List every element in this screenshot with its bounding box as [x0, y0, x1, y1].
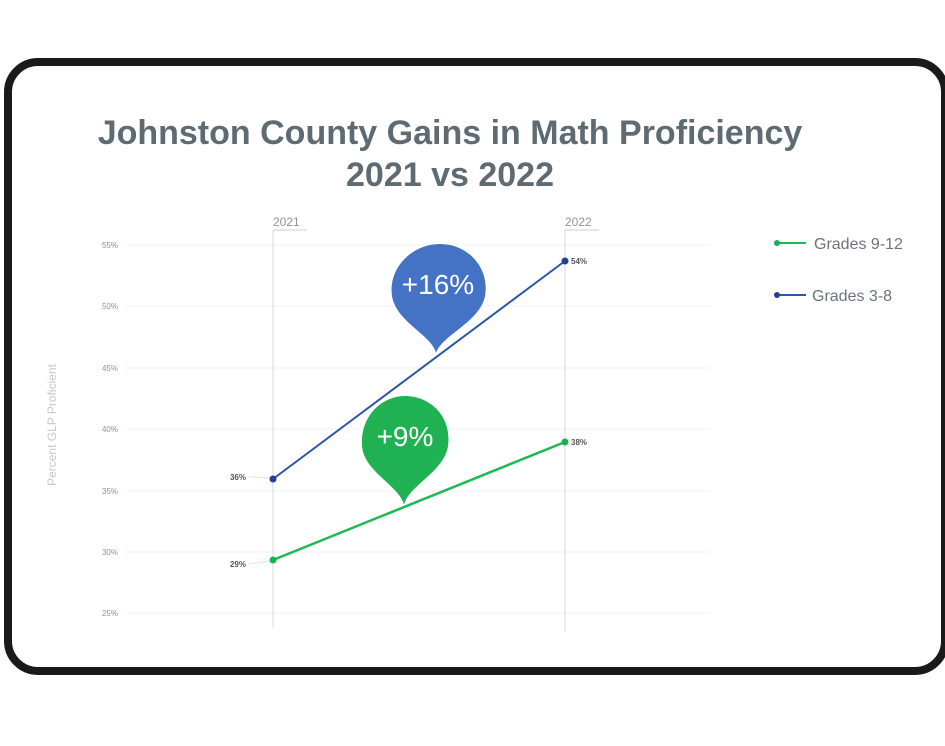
y-axis-ticks: 55% 50% 45% 40% 35% 30% 25%: [102, 241, 118, 618]
annotation-bubble-blue: +16%: [391, 244, 486, 353]
y-axis-label: Percent GLP Proficient: [45, 363, 59, 486]
data-point[interactable]: [561, 257, 569, 265]
y-tick: 50%: [102, 302, 118, 311]
legend-item-grades-9-12[interactable]: Grades 9-12: [774, 236, 903, 253]
x-tick-2021: 2021: [273, 215, 300, 229]
data-label: 54%: [571, 257, 587, 266]
legend-label: Grades 3-8: [812, 288, 892, 305]
data-label: 29%: [230, 560, 246, 569]
chart-frame: [4, 58, 945, 675]
y-tick: 45%: [102, 364, 118, 373]
bubble-label: +16%: [402, 269, 474, 300]
chart-title-line2: 2021 vs 2022: [346, 156, 554, 194]
data-point[interactable]: [269, 556, 277, 564]
series-grades-3-8: [269, 257, 569, 483]
y-tick: 25%: [102, 609, 118, 618]
data-point[interactable]: [269, 475, 277, 483]
legend-item-grades-3-8[interactable]: Grades 3-8: [774, 288, 892, 305]
chart-title: Johnston County Gains in Math Proficienc…: [0, 112, 900, 196]
bubble-label: +9%: [377, 421, 434, 452]
y-tick: 35%: [102, 487, 118, 496]
series-grades-9-12: [269, 438, 569, 564]
x-tick-2022: 2022: [565, 215, 592, 229]
annotation-bubble-green: +9%: [361, 396, 449, 505]
data-label: 38%: [571, 438, 587, 447]
y-tick: 55%: [102, 241, 118, 250]
data-point[interactable]: [561, 438, 569, 446]
data-label: 36%: [230, 473, 246, 482]
chart-title-line1: Johnston County Gains in Math Proficienc…: [97, 114, 803, 152]
legend: Grades 9-12 Grades 3-8: [774, 236, 903, 305]
y-tick: 40%: [102, 425, 118, 434]
y-tick: 30%: [102, 548, 118, 557]
legend-label: Grades 9-12: [814, 236, 903, 253]
